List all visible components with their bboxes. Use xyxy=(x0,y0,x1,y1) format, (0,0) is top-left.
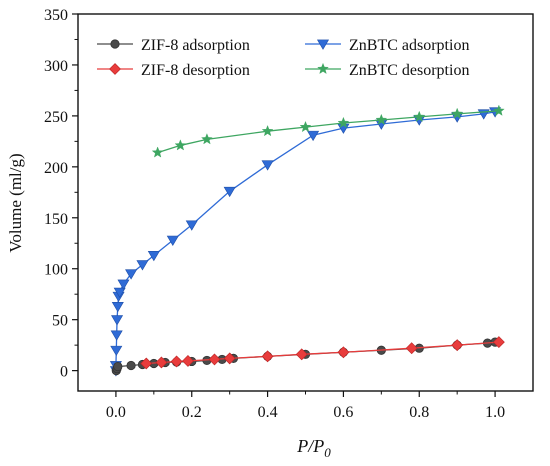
data-point xyxy=(166,235,179,247)
y-tick-label: 250 xyxy=(44,109,68,126)
y-tick-label: 0 xyxy=(60,364,68,381)
data-point xyxy=(261,160,274,171)
y-tick-label: 200 xyxy=(44,160,68,177)
data-point xyxy=(155,356,168,369)
legend-label: ZnBTC adsorption xyxy=(349,37,469,54)
data-point xyxy=(337,346,350,359)
legend-label: ZnBTC desorption xyxy=(349,62,469,79)
y-tick-label: 50 xyxy=(52,313,68,330)
data-point xyxy=(337,116,350,129)
data-point xyxy=(299,120,312,133)
legend-label: ZIF-8 adsorption xyxy=(141,37,250,54)
data-point xyxy=(201,133,213,145)
legend-marker xyxy=(316,39,330,50)
data-point xyxy=(125,269,138,280)
legend-label: ZIF-8 desorption xyxy=(141,62,250,79)
series-3 xyxy=(151,104,505,158)
x-tick-label: 0.8 xyxy=(409,404,429,421)
series-layer xyxy=(109,104,505,377)
data-point xyxy=(375,113,388,125)
data-point xyxy=(223,186,236,198)
plot-frame xyxy=(77,13,534,392)
data-point xyxy=(111,302,124,313)
x-tick-label: 0.0 xyxy=(106,404,126,421)
data-point xyxy=(113,361,123,372)
data-point xyxy=(111,315,124,326)
data-point xyxy=(451,107,464,119)
data-point xyxy=(151,146,164,158)
legend-item: ZnBTC adsorption xyxy=(305,37,469,54)
data-point xyxy=(295,348,308,361)
data-point xyxy=(185,220,198,231)
data-point xyxy=(223,352,236,365)
legend-marker xyxy=(110,39,120,49)
x-axis-label: P/P0 xyxy=(296,436,331,460)
data-point xyxy=(405,342,418,355)
series-line xyxy=(157,110,499,154)
data-point xyxy=(126,360,136,371)
y-tick-label: 150 xyxy=(44,211,68,228)
y-tick-label: 350 xyxy=(44,7,68,24)
legend-item: ZIF-8 desorption xyxy=(97,62,250,79)
legend-marker xyxy=(317,62,329,74)
legend-marker xyxy=(109,63,121,75)
data-point xyxy=(261,125,274,137)
data-point xyxy=(182,355,194,367)
data-point xyxy=(113,287,126,298)
data-point xyxy=(493,104,505,116)
x-tick-label: 0.4 xyxy=(258,404,278,421)
ticks-layer: 0.0 0.2 0.4 0.6 0.8 1.0 0 50 100 150 200 250 300 350 xyxy=(44,7,505,421)
data-point xyxy=(451,339,464,352)
x-axis-label-subscript: 0 xyxy=(324,445,331,460)
data-point xyxy=(307,130,320,142)
data-point xyxy=(174,139,187,151)
data-point xyxy=(147,251,160,262)
data-point xyxy=(136,260,149,271)
legend-item: ZnBTC desorption xyxy=(305,62,469,79)
series-1 xyxy=(140,336,505,370)
y-tick-label: 100 xyxy=(44,262,68,279)
legend: ZIF-8 adsorption ZIF-8 desorption ZnBTC ad… xyxy=(97,37,469,79)
legend-item: ZIF-8 adsorption xyxy=(97,37,250,54)
data-point xyxy=(413,110,426,122)
data-point xyxy=(140,357,153,370)
x-tick-label: 0.6 xyxy=(333,404,353,421)
y-axis-label: Volume (ml/g) xyxy=(6,153,25,252)
data-point xyxy=(117,279,130,290)
data-point xyxy=(492,336,505,349)
data-point xyxy=(208,353,221,366)
data-point xyxy=(110,330,123,341)
data-point xyxy=(110,345,123,357)
x-tick-label: 0.2 xyxy=(182,404,202,421)
x-axis-label-main: P/P xyxy=(296,436,324,456)
y-tick-label: 300 xyxy=(44,58,68,75)
data-point xyxy=(170,355,183,368)
x-tick-label: 1.0 xyxy=(485,404,505,421)
data-point xyxy=(261,350,274,363)
